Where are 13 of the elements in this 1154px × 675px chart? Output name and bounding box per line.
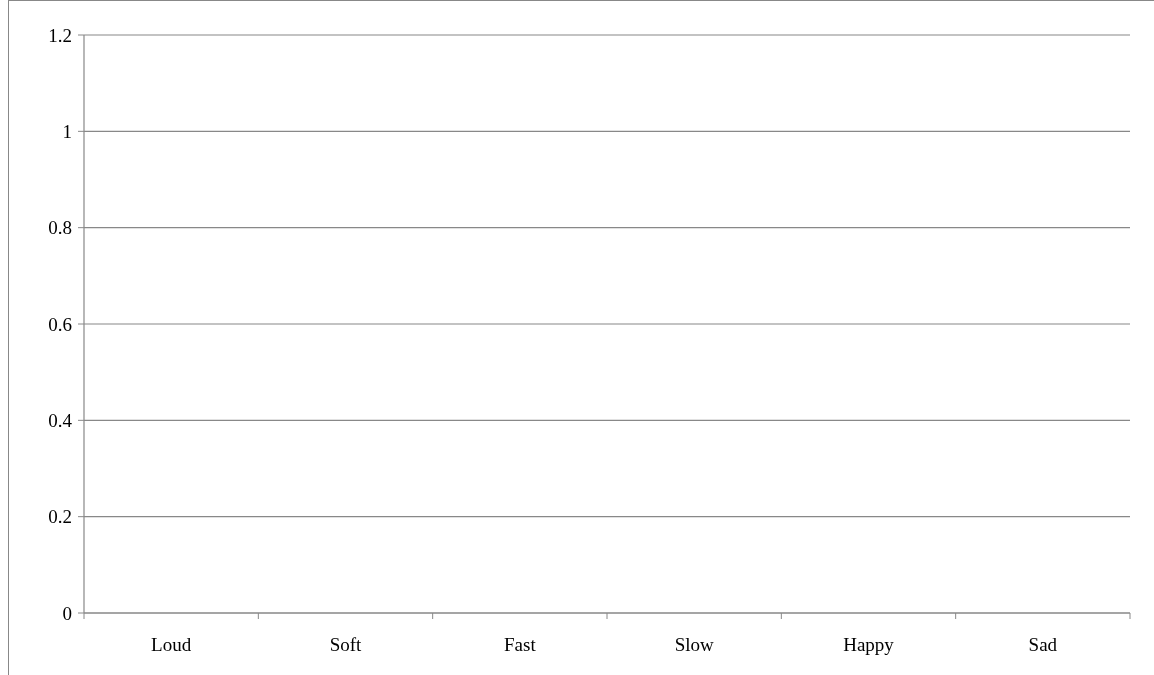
x-tick-label: Happy xyxy=(843,634,895,655)
y-tick-label: 0.6 xyxy=(48,313,72,335)
y-tick-label: 1 xyxy=(62,120,72,142)
x-tick-label: Sad xyxy=(1028,634,1058,655)
y-tick-label: 0 xyxy=(62,602,72,624)
y-tick-label: 0.8 xyxy=(48,217,72,239)
x-tick-label: Loud xyxy=(151,634,192,655)
x-tick-label: Slow xyxy=(674,634,714,655)
y-tick-label: 1.2 xyxy=(48,24,72,46)
x-tick-label: Soft xyxy=(329,634,363,655)
x-tick-label: Fast xyxy=(503,634,537,655)
y-tick-label: 0.4 xyxy=(48,409,73,431)
y-tick-label: 0.2 xyxy=(48,506,72,528)
